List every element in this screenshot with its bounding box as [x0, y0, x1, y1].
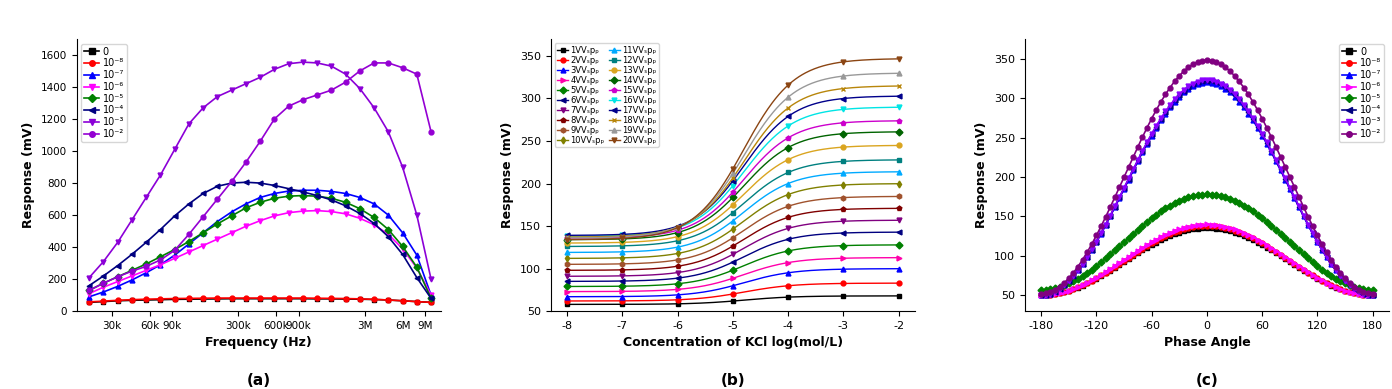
X-axis label: Concentration of KCl log(mol/L): Concentration of KCl log(mol/L)	[622, 336, 844, 349]
X-axis label: Phase Angle: Phase Angle	[1164, 336, 1250, 349]
Title: (b): (b)	[721, 373, 745, 387]
Y-axis label: Response (mV): Response (mV)	[976, 122, 988, 228]
Y-axis label: Response (mV): Response (mV)	[22, 122, 35, 228]
Title: (c): (c)	[1196, 373, 1218, 387]
Legend: 0, 10⁻⁸, 10⁻⁷, 10⁻⁶, 10⁻⁵, 10⁻⁴, 10⁻³, 10⁻²: 0, 10⁻⁸, 10⁻⁷, 10⁻⁶, 10⁻⁵, 10⁻⁴, 10⁻³, 1…	[81, 44, 127, 142]
Legend: 0, 10⁻⁸, 10⁻⁷, 10⁻⁶, 10⁻⁵, 10⁻⁴, 10⁻³, 10⁻²: 0, 10⁻⁸, 10⁻⁷, 10⁻⁶, 10⁻⁵, 10⁻⁴, 10⁻³, 1…	[1339, 44, 1385, 142]
Legend: 1VVₛpₚ, 2VVₛpₚ, 3VVₛpₚ, 4VVₛpₚ, 5VVₛpₚ, 6VVₛpₚ, 7VVₛpₚ, 8VVₛpₚ, 9VVₛpₚ, 10VVₛpₚ,: 1VVₛpₚ, 2VVₛpₚ, 3VVₛpₚ, 4VVₛpₚ, 5VVₛpₚ, …	[555, 43, 658, 147]
Y-axis label: Response (mV): Response (mV)	[501, 122, 514, 228]
Title: (a): (a)	[246, 373, 271, 387]
X-axis label: Frequency (Hz): Frequency (Hz)	[206, 336, 312, 349]
